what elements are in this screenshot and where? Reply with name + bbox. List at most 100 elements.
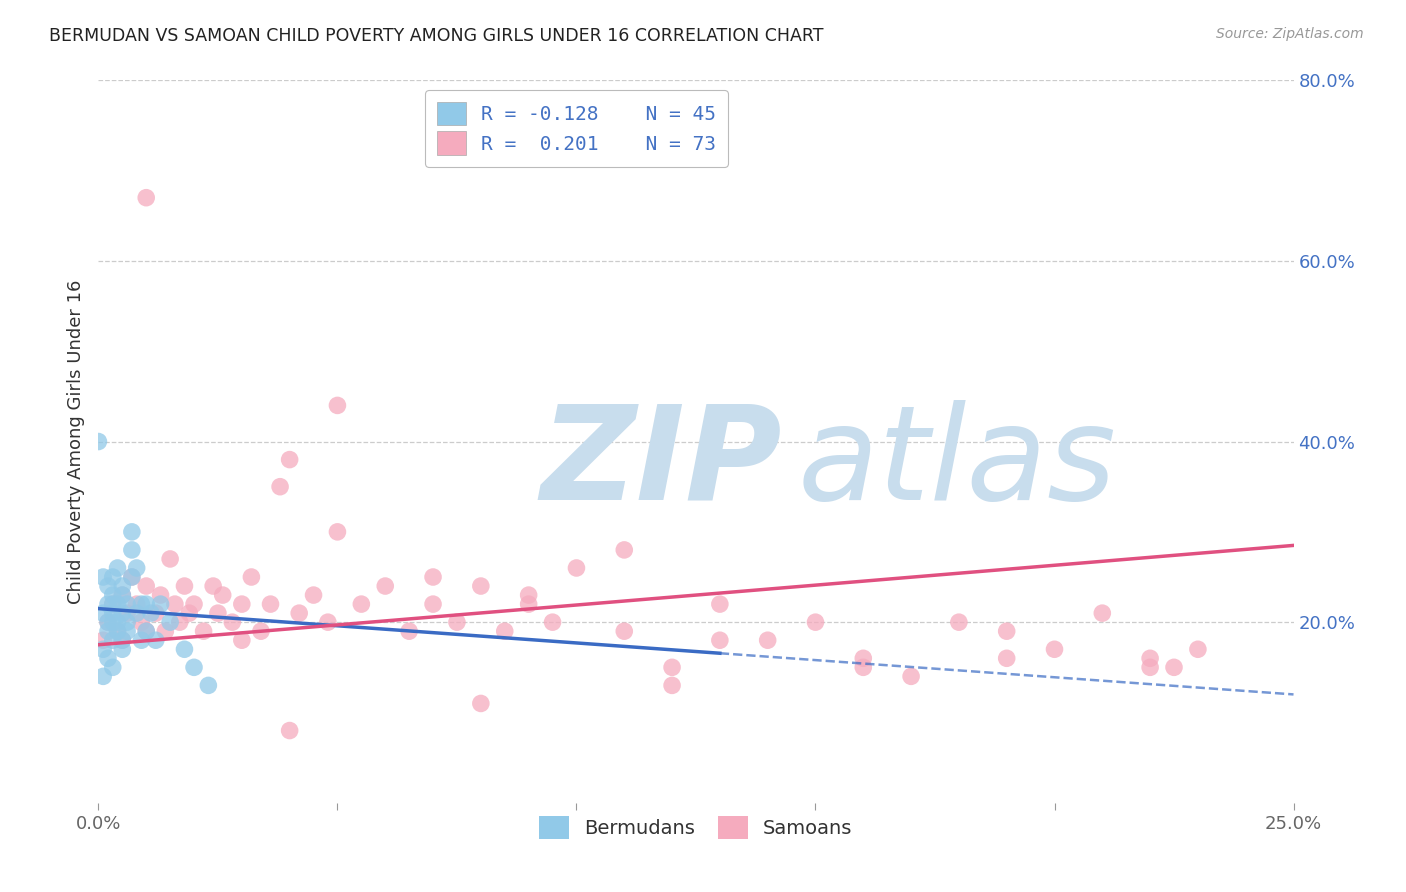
Point (661, 678, 683, 692)
Point (852, 660, 875, 674)
Point (145, 606, 167, 620)
Point (470, 579, 492, 593)
Point (97, 597, 120, 611)
Text: ZIP: ZIP (541, 400, 782, 526)
Point (101, 615, 124, 630)
Point (111, 633, 134, 648)
Point (121, 524, 143, 539)
Point (422, 597, 444, 611)
Point (202, 579, 225, 593)
Point (115, 624, 138, 639)
Point (250, 624, 273, 639)
Point (87, 434, 110, 449)
Point (107, 624, 129, 639)
Point (131, 615, 153, 630)
Point (111, 633, 134, 648)
Point (111, 588, 134, 602)
Point (804, 615, 827, 630)
Point (131, 633, 153, 648)
Point (422, 570, 444, 584)
Point (149, 588, 172, 602)
Point (101, 570, 124, 584)
Point (565, 561, 588, 575)
Point (107, 597, 129, 611)
Point (193, 624, 215, 639)
Point (91, 669, 114, 683)
Point (173, 579, 195, 593)
Point (91, 642, 114, 657)
Point (316, 615, 339, 630)
Point (183, 660, 205, 674)
Point (221, 615, 243, 630)
Point (135, 624, 157, 639)
Point (173, 642, 195, 657)
Point (139, 606, 162, 620)
Point (101, 588, 124, 602)
Point (135, 191, 157, 205)
Point (97, 651, 120, 665)
Point (155, 624, 177, 639)
Point (159, 615, 181, 630)
Text: BERMUDAN VS SAMOAN CHILD POVERTY AMONG GIRLS UNDER 16 CORRELATION CHART: BERMUDAN VS SAMOAN CHILD POVERTY AMONG G… (49, 27, 824, 45)
Point (995, 624, 1018, 639)
Point (135, 624, 157, 639)
Point (900, 669, 922, 683)
Point (709, 633, 731, 648)
Point (91, 570, 114, 584)
Point (852, 651, 875, 665)
Point (302, 588, 325, 602)
Y-axis label: Child Poverty Among Girls Under 16: Child Poverty Among Girls Under 16 (66, 279, 84, 604)
Point (374, 579, 396, 593)
Point (125, 597, 148, 611)
Point (1043, 642, 1066, 657)
Point (207, 606, 229, 620)
Point (948, 615, 970, 630)
Point (159, 552, 181, 566)
Point (1163, 660, 1185, 674)
Point (107, 624, 129, 639)
Point (125, 606, 148, 620)
Point (135, 597, 157, 611)
Point (107, 561, 129, 575)
Point (111, 579, 134, 593)
Point (169, 615, 191, 630)
Point (326, 398, 349, 412)
Point (97, 579, 120, 593)
Point (145, 633, 167, 648)
Point (107, 615, 129, 630)
Point (101, 633, 124, 648)
Point (1139, 660, 1161, 674)
Point (115, 615, 138, 630)
Point (115, 606, 138, 620)
Point (1091, 606, 1114, 620)
Point (259, 597, 281, 611)
Point (131, 597, 153, 611)
Point (135, 579, 157, 593)
Point (111, 642, 134, 657)
Text: atlas: atlas (797, 400, 1116, 526)
Point (91, 606, 114, 620)
Point (101, 597, 124, 611)
Point (97, 615, 120, 630)
Point (517, 588, 540, 602)
Point (541, 615, 564, 630)
Point (97, 624, 120, 639)
Point (197, 678, 219, 692)
Legend: Bermudans, Samoans: Bermudans, Samoans (531, 808, 860, 847)
Point (1187, 642, 1209, 657)
Point (517, 597, 540, 611)
Point (350, 597, 373, 611)
Point (111, 588, 134, 602)
Point (240, 570, 263, 584)
Point (179, 606, 201, 620)
Point (613, 624, 636, 639)
Point (278, 723, 301, 738)
Point (121, 570, 143, 584)
Point (446, 615, 468, 630)
Point (121, 570, 143, 584)
Point (231, 633, 253, 648)
Point (125, 561, 148, 575)
Point (111, 606, 134, 620)
Point (101, 597, 124, 611)
Point (278, 452, 301, 467)
